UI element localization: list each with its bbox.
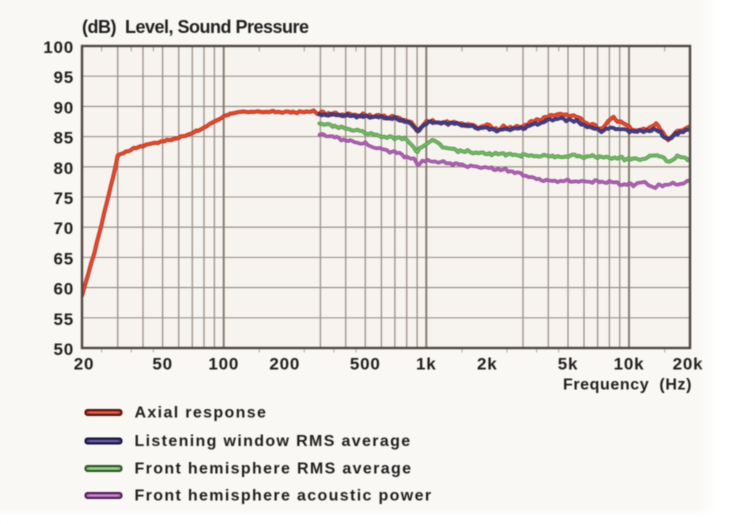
svg-text:20k: 20k [673, 355, 704, 374]
svg-text:65: 65 [53, 249, 74, 268]
svg-text:70: 70 [53, 219, 74, 238]
svg-text:1k: 1k [416, 355, 437, 374]
svg-text:Front hemisphere acoustic powe: Front hemisphere acoustic power [135, 487, 433, 504]
svg-text:60: 60 [53, 280, 74, 299]
svg-text:(dB) Level, Sound Pressure: (dB) Level, Sound Pressure [82, 17, 309, 37]
svg-text:50: 50 [53, 340, 74, 359]
svg-text:80: 80 [53, 159, 74, 178]
svg-text:75: 75 [53, 189, 74, 208]
svg-text:500: 500 [350, 355, 381, 374]
svg-text:100: 100 [43, 38, 74, 57]
svg-text:200: 200 [269, 355, 300, 374]
svg-text:85: 85 [53, 129, 74, 148]
svg-text:Axial response: Axial response [135, 404, 268, 421]
svg-text:2k: 2k [477, 355, 498, 374]
svg-text:55: 55 [53, 310, 74, 329]
svg-text:95: 95 [53, 68, 74, 87]
svg-text:100: 100 [208, 355, 239, 374]
svg-text:Listening window RMS average: Listening window RMS average [135, 433, 412, 450]
svg-text:5k: 5k [558, 355, 579, 374]
svg-text:Front hemisphere RMS average: Front hemisphere RMS average [135, 460, 413, 477]
svg-text:50: 50 [152, 355, 173, 374]
svg-text:10k: 10k [614, 355, 645, 374]
svg-text:20: 20 [74, 355, 95, 374]
svg-text:Frequency (Hz): Frequency (Hz) [563, 377, 692, 394]
svg-text:90: 90 [53, 98, 74, 117]
